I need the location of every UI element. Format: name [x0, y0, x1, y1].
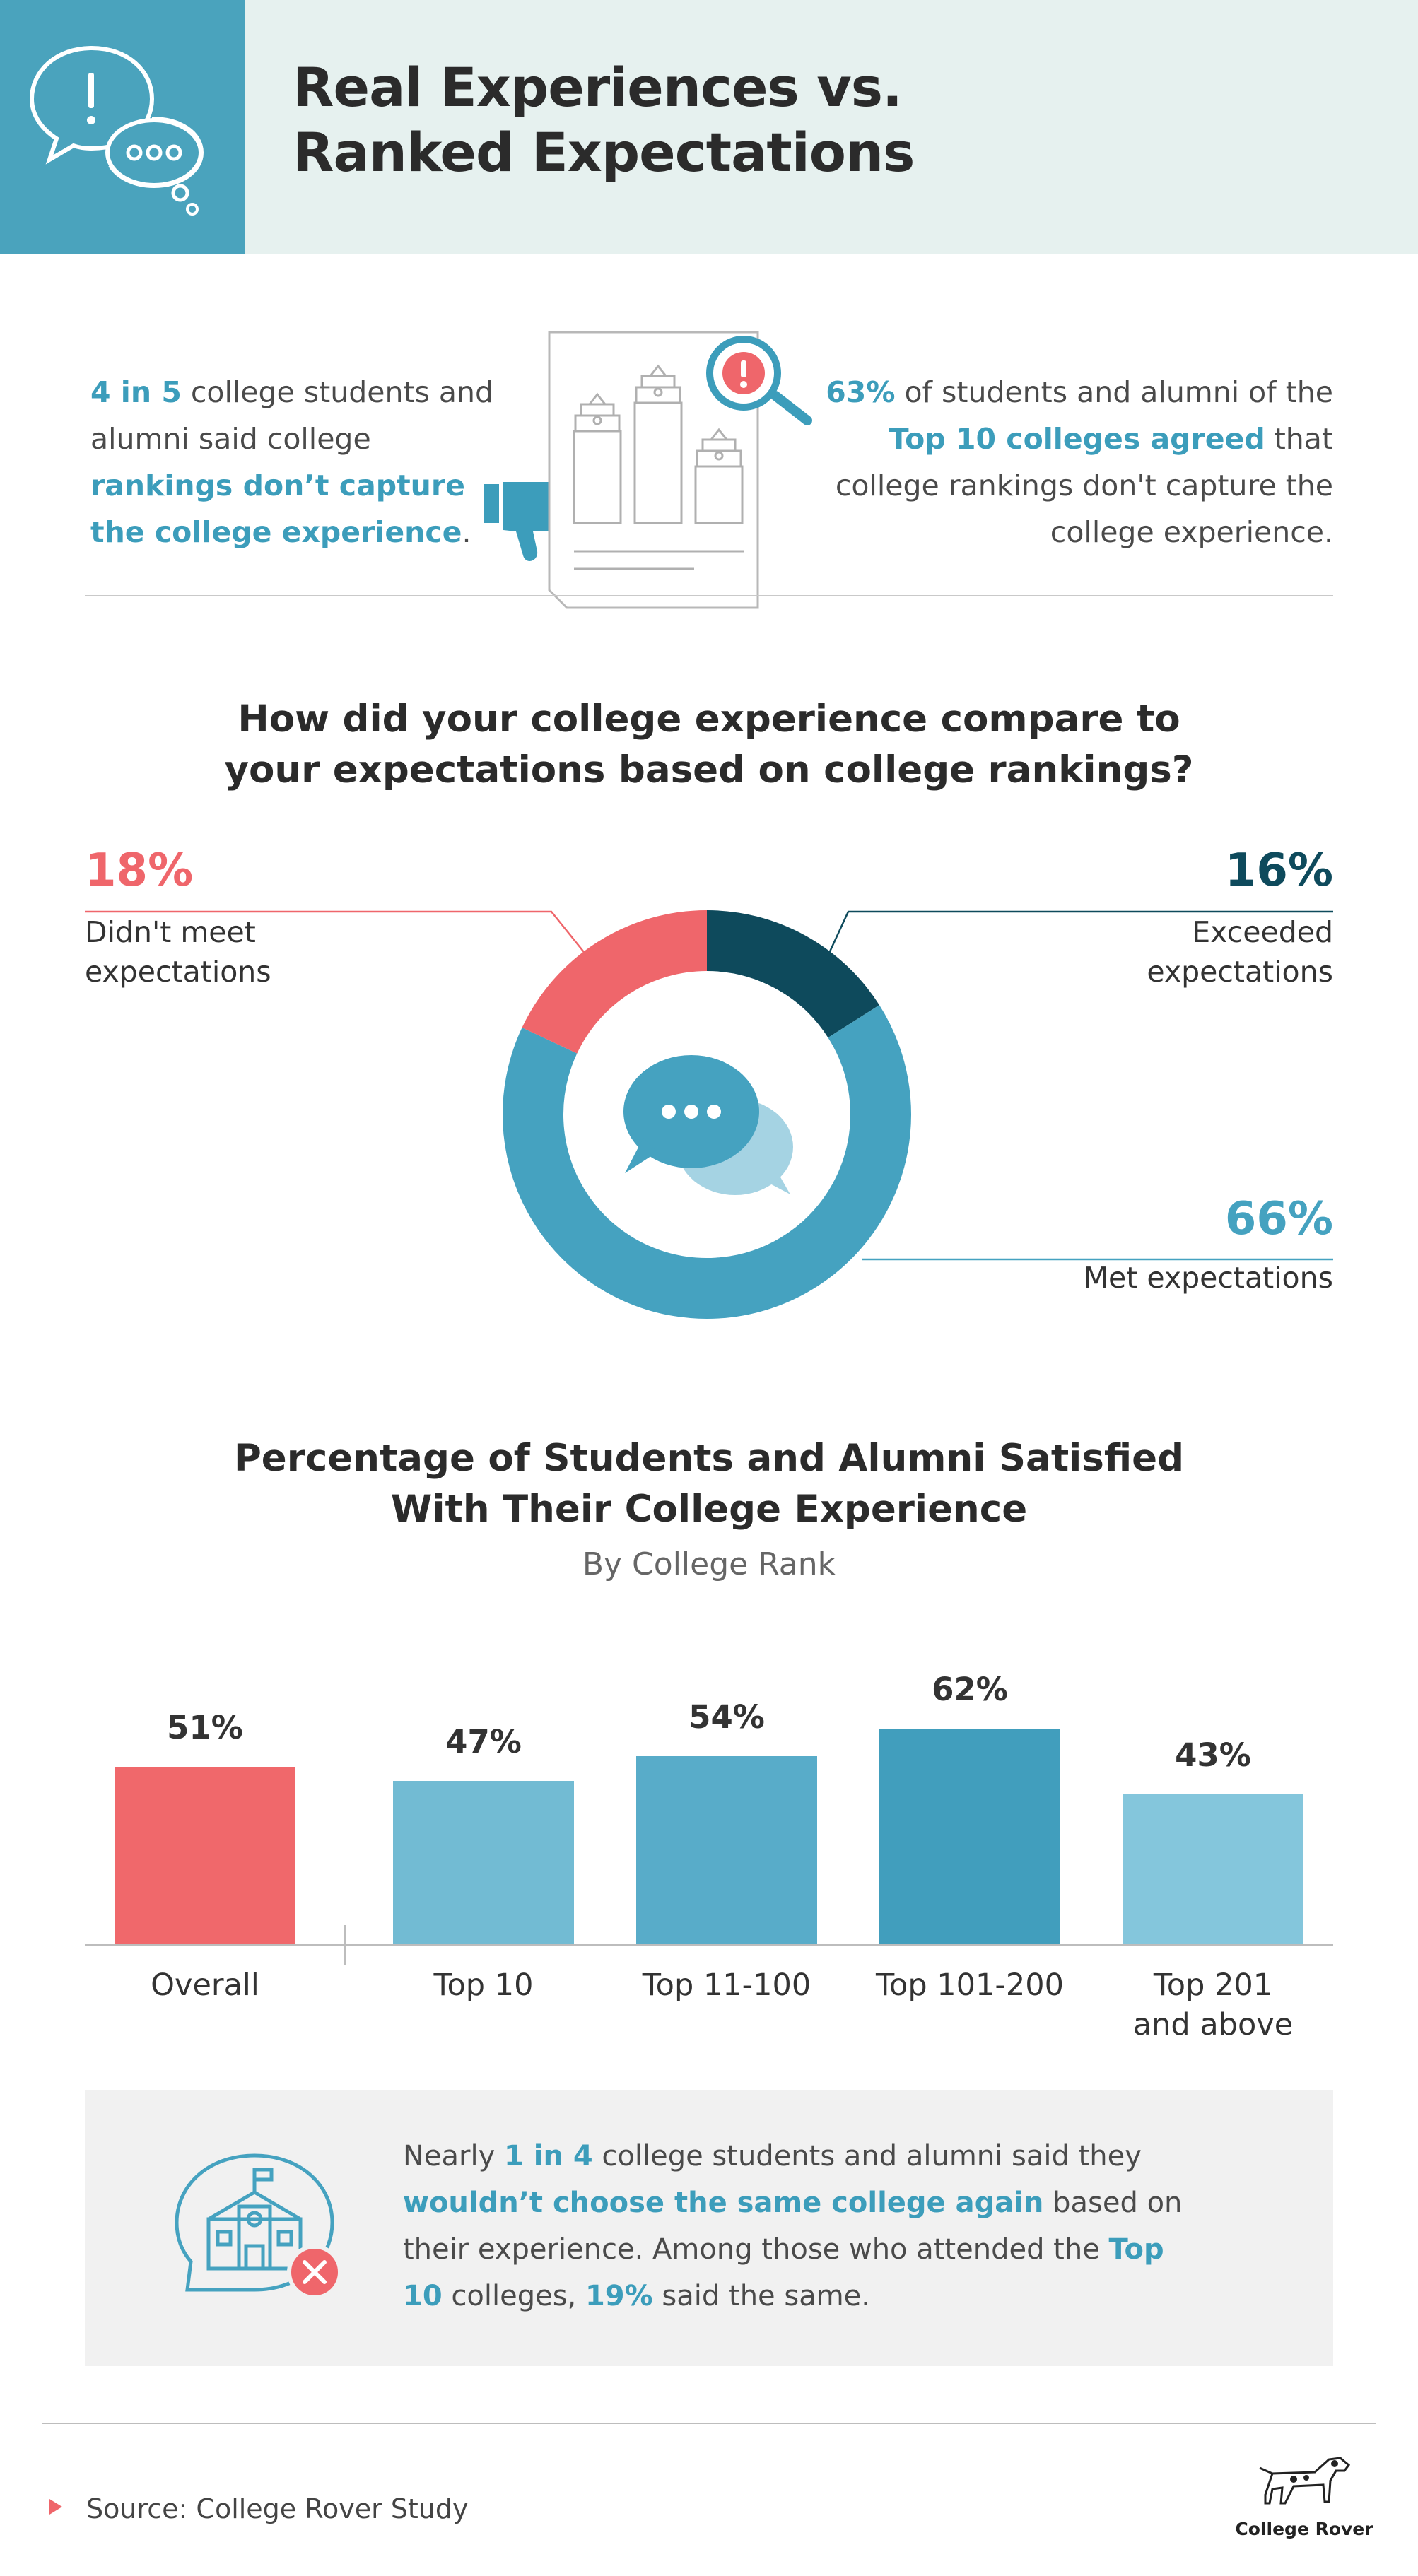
exceeded-label-line-2: expectations [1147, 955, 1333, 989]
header-background [245, 0, 1418, 254]
exceeded-label-line-1: Exceeded [1192, 915, 1333, 949]
exceeded-leader-line [826, 910, 1333, 958]
stat-left-highlight-2: rankings don’t capture the college exper… [90, 469, 465, 549]
stat-right-highlight-2: Top 10 colleges agreed [889, 422, 1265, 456]
met-label: Met expectations [1083, 1261, 1333, 1295]
overall-separator [344, 1925, 346, 1965]
callout-text-4: colleges, [442, 2280, 585, 2312]
donut-question-line-2: your expectations based on college ranki… [224, 748, 1194, 792]
exceeded-percent: 16% [1224, 845, 1333, 897]
bar-overall [115, 1767, 295, 1944]
bar-category-label: Top 101-200 [876, 1968, 1064, 2003]
source-label: Source: [86, 2493, 188, 2524]
brand-logo-text: College Rover [1235, 2519, 1373, 2539]
didnt-meet-leader-line [85, 910, 593, 963]
bar-chart-baseline [85, 1944, 1333, 1946]
bar-chart-title: Percentage of Students and Alumni Satisf… [0, 1433, 1418, 1535]
bar-chart-subtitle: By College Rank [582, 1546, 836, 1582]
callout-box [85, 2090, 1333, 2366]
section-divider [85, 595, 1333, 596]
callout-text-3: based on their experience. Among those w… [403, 2187, 1183, 2266]
stat-right: 63% of students and alumni of the Top 10… [820, 369, 1333, 555]
callout-text-5: said the same. [652, 2280, 871, 2312]
bar-top-101-200 [879, 1729, 1060, 1944]
didnt-meet-label-line-2: expectations [85, 955, 271, 989]
callout-highlight-4: 19% [585, 2280, 653, 2312]
title-line-2: Ranked Expectations [293, 121, 915, 184]
ranking-document-icon [484, 331, 812, 609]
stat-right-text-2: that college rankings don't capture the … [835, 422, 1333, 549]
chat-bubbles-alert-icon [29, 45, 204, 216]
bar-chart-title-line-1: Percentage of Students and Alumni Satisf… [233, 1437, 1185, 1480]
didnt-meet-callout: 18% Didn't meet expectations [85, 845, 271, 992]
triangle-marker-icon [49, 2499, 62, 2515]
stat-left-highlight-1: 4 in 5 [90, 375, 182, 409]
exceeded-callout: 16% Exceeded expectations [1147, 845, 1333, 992]
bar-chart-title-line-2: With Their College Experience [390, 1488, 1028, 1531]
exceeded-segment [706, 910, 879, 1038]
bar-chart: 51% Overall 47% Top 10 54% Top 11-100 62% Top 1… [0, 1625, 1418, 2049]
bar-category-label: Top 11-100 [642, 1968, 811, 2003]
callout-text: Nearly 1 in 4 college students and alumn… [403, 2133, 1195, 2319]
bar-top-10 [393, 1780, 574, 1944]
bar-value-label: 43% [1175, 1736, 1251, 1775]
donut-question-line-1: How did your college experience compare … [238, 698, 1180, 741]
stat-right-text-1: of students and alumni of the [895, 375, 1333, 409]
bar-category-label: Top 10 [433, 1968, 534, 2003]
didnt-meet-percent: 18% [85, 845, 194, 897]
footer-divider [42, 2423, 1376, 2424]
page-title: Real Experiences vs. Ranked Expectations [293, 55, 915, 185]
bar-value-label: 62% [932, 1671, 1008, 1708]
callout-text-1: Nearly [403, 2140, 504, 2172]
callout-text-2: college students and alumni said they [592, 2140, 1142, 2172]
stat-left: 4 in 5 college students and alumni said … [90, 369, 500, 555]
donut-question: How did your college experience compare … [0, 694, 1418, 796]
callout-highlight-3: Top 10 [403, 2233, 1164, 2312]
stat-left-text-1: college students and alumni said college [90, 375, 494, 456]
magnifier-alert-icon [706, 336, 812, 425]
donut-chart [85, 910, 1333, 1319]
source-line: Source: College Rover Study [86, 2493, 469, 2524]
bar-category-label: Top 201 and above [1132, 1968, 1294, 2042]
source-text: College Rover Study [187, 2493, 469, 2524]
stat-right-highlight-1: 63% [826, 375, 896, 409]
bar-top-201-and-above [1123, 1794, 1303, 1944]
callout-highlight-2: wouldn’t choose the same college again [403, 2187, 1044, 2219]
school-x-icon [175, 2153, 342, 2300]
header-icon-panel [0, 0, 245, 254]
bar-value-label: 47% [445, 1722, 522, 1760]
met-callout: 66% Met expectations [1084, 1193, 1333, 1298]
title-line-1: Real Experiences vs. [293, 56, 903, 119]
bar-category-label: Overall [151, 1968, 259, 2003]
bar-value-label: 54% [689, 1698, 765, 1736]
didnt-meet-label-line-1: Didn't meet [85, 915, 256, 949]
callout-highlight-1: 1 in 4 [504, 2140, 593, 2172]
met-segment [503, 1005, 911, 1319]
chat-bubbles-icon [623, 1055, 793, 1195]
bar-top-11-100 [636, 1756, 817, 1944]
met-percent: 66% [1224, 1193, 1333, 1245]
didnt-meet-segment [522, 910, 708, 1054]
stat-left-text-2: . [462, 515, 471, 549]
dog-logo-icon [1259, 2457, 1351, 2505]
bar-value-label: 51% [167, 1709, 243, 1747]
